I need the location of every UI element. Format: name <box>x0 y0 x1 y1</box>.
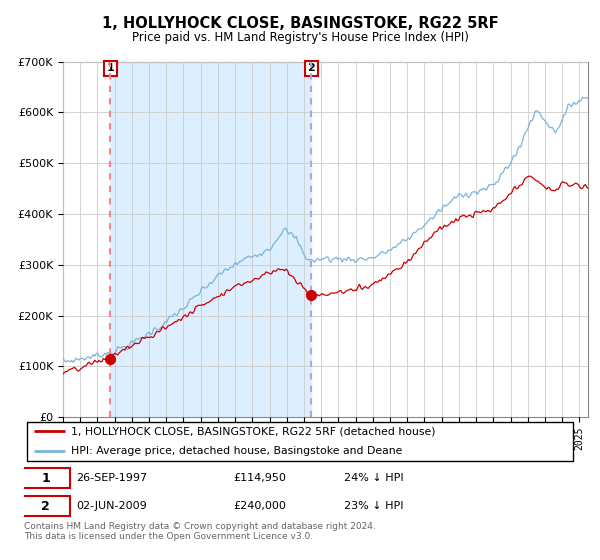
Text: 1: 1 <box>41 472 50 484</box>
Text: 2: 2 <box>41 500 50 513</box>
Text: Price paid vs. HM Land Registry's House Price Index (HPI): Price paid vs. HM Land Registry's House … <box>131 31 469 44</box>
Text: 2: 2 <box>307 63 315 73</box>
Text: 26-SEP-1997: 26-SEP-1997 <box>76 473 148 483</box>
Text: 24% ↓ HPI: 24% ↓ HPI <box>344 473 404 483</box>
FancyBboxPatch shape <box>21 496 70 516</box>
Text: 1, HOLLYHOCK CLOSE, BASINGSTOKE, RG22 5RF (detached house): 1, HOLLYHOCK CLOSE, BASINGSTOKE, RG22 5R… <box>71 426 436 436</box>
FancyBboxPatch shape <box>21 468 70 488</box>
Text: Contains HM Land Registry data © Crown copyright and database right 2024.
This d: Contains HM Land Registry data © Crown c… <box>24 522 376 542</box>
FancyBboxPatch shape <box>27 422 573 461</box>
Text: 1: 1 <box>106 63 114 73</box>
Text: HPI: Average price, detached house, Basingstoke and Deane: HPI: Average price, detached house, Basi… <box>71 446 402 456</box>
Text: 23% ↓ HPI: 23% ↓ HPI <box>344 501 404 511</box>
Text: 02-JUN-2009: 02-JUN-2009 <box>76 501 147 511</box>
Bar <box>110 62 311 417</box>
Text: 1, HOLLYHOCK CLOSE, BASINGSTOKE, RG22 5RF: 1, HOLLYHOCK CLOSE, BASINGSTOKE, RG22 5R… <box>101 16 499 31</box>
Text: £114,950: £114,950 <box>234 473 287 483</box>
Text: £240,000: £240,000 <box>234 501 287 511</box>
